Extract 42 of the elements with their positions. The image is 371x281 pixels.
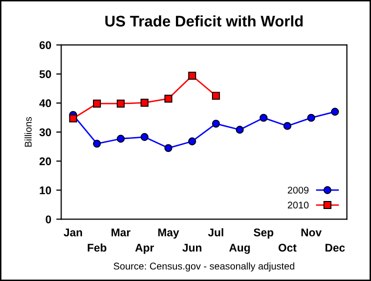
point xyxy=(283,122,292,130)
x-tick-label: Sep xyxy=(254,228,274,239)
x-tick-label: Mar xyxy=(112,228,130,236)
y-tick-label: 60 xyxy=(40,41,52,50)
x-tick-label: Jan xyxy=(64,228,82,236)
point xyxy=(188,137,196,146)
source-note: Source: Census.gov - seasonally adjusted xyxy=(114,262,294,272)
point xyxy=(260,114,268,122)
x-tick-label: Jun xyxy=(182,244,202,252)
legend-label: 2010 xyxy=(288,202,309,209)
point xyxy=(307,114,316,122)
y-tick-label: 0 xyxy=(46,215,52,224)
y-tick-label: 30 xyxy=(39,128,52,136)
x-tick-label: Oct xyxy=(278,244,296,252)
x-tick-label: Apr xyxy=(135,244,154,254)
y-tick-label: 20 xyxy=(40,157,52,166)
point xyxy=(188,72,196,80)
legend-label: 2009 xyxy=(288,186,309,194)
point xyxy=(116,134,125,143)
point xyxy=(69,114,78,122)
x-tick-label: Dec xyxy=(326,244,345,252)
y-tick-label: 40 xyxy=(39,99,52,108)
x-tick-label: Jul xyxy=(208,228,224,236)
point xyxy=(212,92,220,100)
x-tick-label: Nov xyxy=(301,228,322,236)
point xyxy=(164,94,172,103)
x-tick-label: May xyxy=(158,228,180,239)
point xyxy=(140,133,148,141)
point xyxy=(92,140,101,148)
point xyxy=(116,100,125,108)
point xyxy=(92,100,101,108)
point xyxy=(212,120,220,128)
chart-title: US Trade Deficit with World xyxy=(105,15,303,27)
x-tick-label: Aug xyxy=(229,244,250,254)
y-tick-label: 50 xyxy=(39,70,52,78)
point xyxy=(236,126,244,134)
y-tick-label: 10 xyxy=(40,186,52,194)
point xyxy=(331,108,339,116)
point xyxy=(140,98,148,107)
x-tick-label: Feb xyxy=(88,243,106,252)
y-axis-title: Billions xyxy=(24,117,32,147)
point xyxy=(164,144,172,152)
